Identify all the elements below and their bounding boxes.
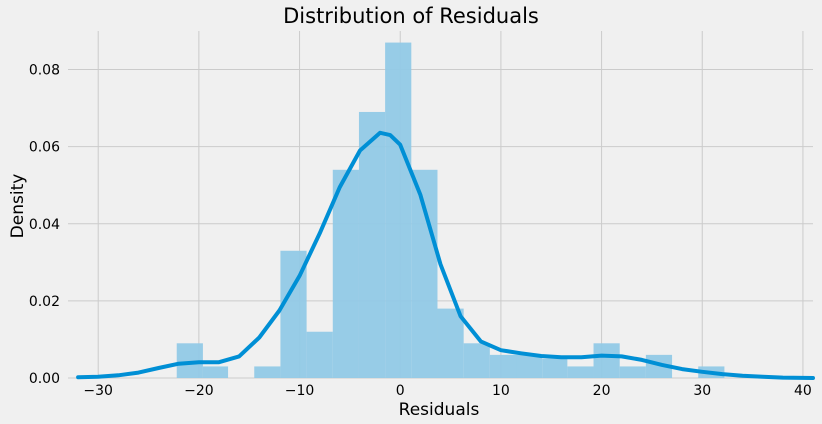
kde-curve (76, 130, 815, 380)
histogram-bar (593, 343, 620, 378)
histogram-bar (385, 42, 412, 379)
x-tick-label: −10 (285, 383, 315, 399)
histogram-bar (358, 111, 386, 378)
histogram-bar (542, 358, 568, 378)
histogram-bar (567, 366, 594, 378)
histogram-bar (332, 169, 359, 378)
histogram-bar (437, 308, 464, 378)
x-tick-label: 10 (492, 383, 510, 399)
histogram-bar (619, 366, 646, 378)
histogram-bar (411, 169, 438, 378)
x-tick-label: −20 (184, 383, 214, 399)
histogram-bar (489, 354, 517, 378)
histogram-bar (254, 366, 281, 378)
histogram-bar (202, 366, 229, 378)
x-tick-label: 20 (593, 383, 611, 399)
x-tick-label: 0 (396, 383, 405, 399)
x-axis-label: Residuals (399, 400, 480, 420)
histogram-bar (306, 331, 333, 378)
y-tick-label: 0.04 (29, 217, 60, 233)
x-tick-label: 40 (794, 383, 812, 399)
chart-title: Distribution of Residuals (283, 4, 539, 28)
y-tick-label: 0.06 (29, 140, 60, 156)
y-tick-label: 0.08 (29, 63, 60, 79)
histogram-bar (516, 354, 543, 378)
y-tick-labels: 0.00 0.02 0.04 0.06 0.08 (29, 63, 60, 387)
x-tick-label: 30 (693, 383, 711, 399)
y-tick-label: 0.02 (29, 294, 60, 310)
x-tick-labels: −30 −20 −10 0 10 20 30 40 (83, 383, 811, 399)
y-axis-label: Density (8, 174, 28, 239)
x-tick-label: −30 (83, 383, 113, 399)
histogram-bar (463, 343, 490, 378)
y-tick-label: 0.00 (29, 371, 60, 387)
